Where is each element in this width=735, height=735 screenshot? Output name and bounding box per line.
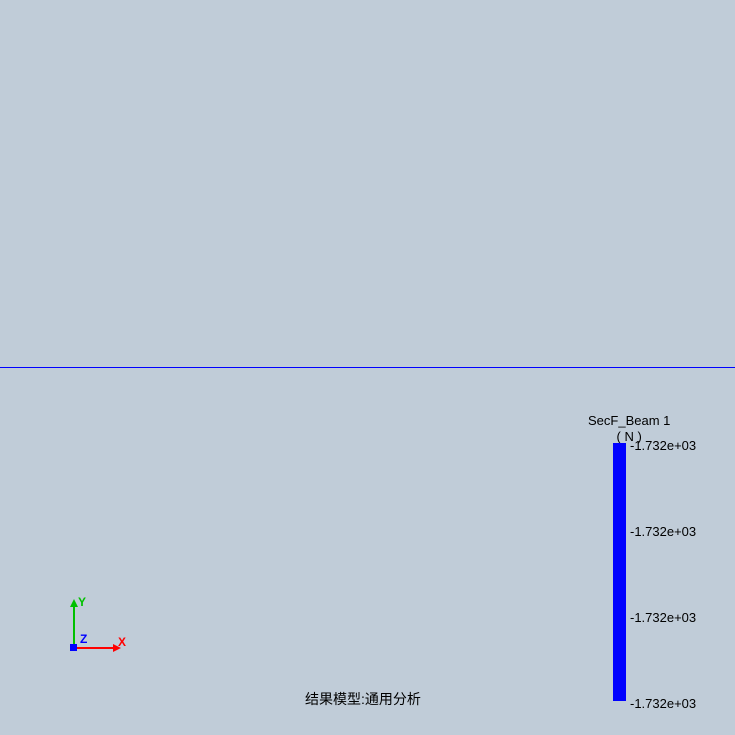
legend-tick-label: -1.732e+03 [630,610,696,625]
x-axis-label: X [118,635,126,649]
y-axis-arrowhead [70,599,78,607]
z-axis-label: Z [80,632,87,646]
legend-title-name: SecF_Beam 1 [588,413,670,428]
legend-tick-label: -1.732e+03 [630,696,696,711]
beam-element-line [0,367,735,368]
z-axis-marker [70,644,77,651]
legend-tick-label: -1.732e+03 [630,438,696,453]
fea-viewport[interactable]: SecF_Beam 1 ( N ) -1.732e+03-1.732e+03-1… [0,0,735,735]
y-axis-label: Y [78,595,86,609]
legend-color-bar [613,443,626,701]
x-axis-line [73,647,115,649]
y-axis-line [73,605,75,647]
legend-tick-label: -1.732e+03 [630,524,696,539]
result-model-label: 结果模型:通用分析 [305,689,421,709]
